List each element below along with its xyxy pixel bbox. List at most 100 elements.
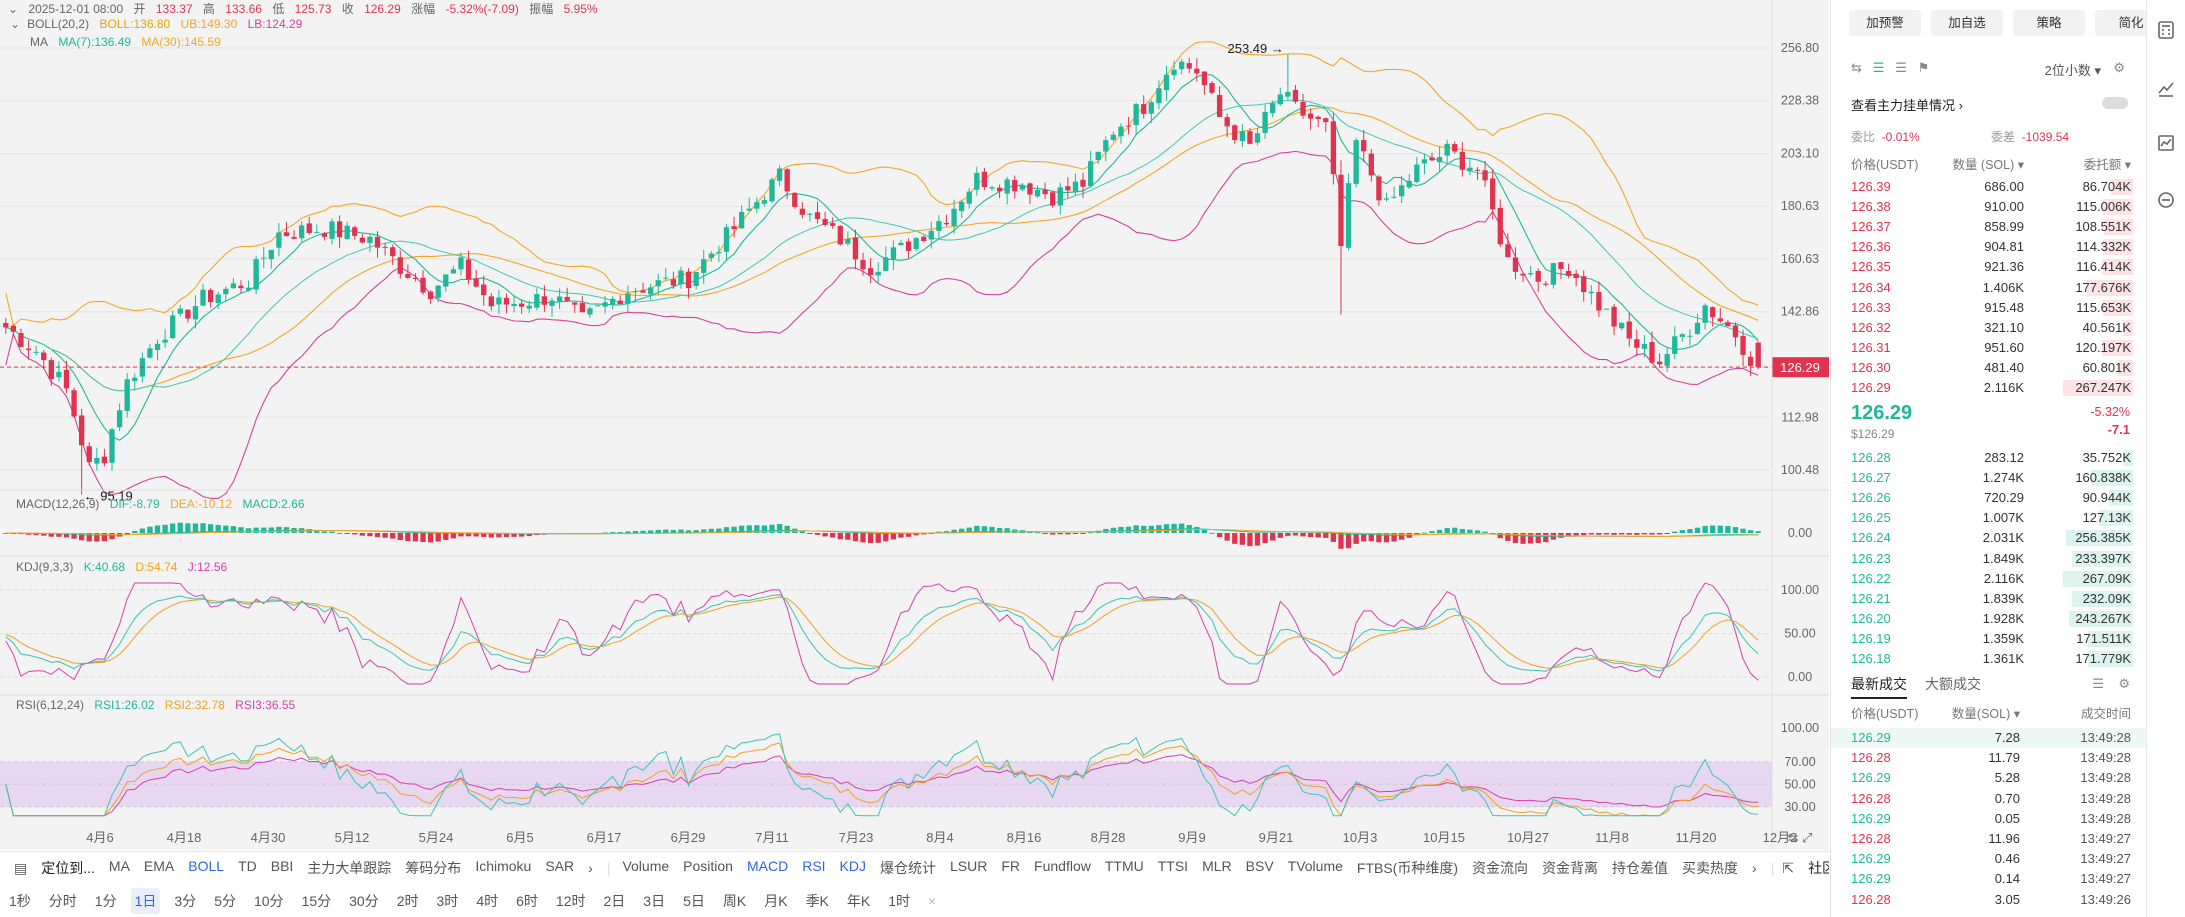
indicator-4[interactable]: BBI (270, 858, 294, 874)
zoom-icon[interactable]: ⇆ ⤢ (1788, 830, 1813, 845)
trade-tab-0[interactable]: 最新成交 (1851, 674, 1907, 699)
bids-row[interactable]: 126.26 720.29 90.944K (1831, 488, 2146, 508)
sub-indicator-13[interactable]: TVolume (1287, 858, 1343, 874)
bids-row[interactable]: 126.18 1.361K 171.779K (1831, 649, 2146, 669)
bids-row[interactable]: 126.22 2.116K 267.09K (1831, 569, 2146, 589)
goto-date-button[interactable]: 定位到... (41, 860, 95, 876)
asks-row[interactable]: 126.35 921.36 116.414K (1831, 257, 2146, 277)
settings-icon[interactable]: ⚙ (2113, 60, 2125, 75)
bids-row[interactable]: 126.23 1.849K 233.397K (1831, 549, 2146, 569)
sub-indicator-5[interactable]: 爆仓统计 (880, 860, 936, 876)
sub-indicator-16[interactable]: 资金背离 (1542, 860, 1599, 876)
calculator-icon[interactable] (2156, 20, 2176, 40)
indicator-1[interactable]: EMA (143, 858, 175, 874)
community-indicators-button[interactable]: 社区指标 (1808, 860, 1829, 876)
interval-16[interactable]: 5日 (683, 892, 705, 909)
collapse-icon[interactable]: ⌄ (8, 2, 19, 16)
decimals-select[interactable]: 2位小数 ▾ (2044, 63, 2101, 78)
interval-0[interactable]: 1秒 (9, 892, 31, 909)
calendar-icon[interactable]: ▤ (14, 859, 28, 876)
chevron-right-icon[interactable]: › (1752, 860, 1757, 876)
interval-17[interactable]: 周K (722, 892, 747, 909)
boll-legend[interactable]: ⌄ BOLL(20,2) BOLL:136.80 UB:149.30 LB:124… (10, 17, 303, 31)
sub-indicator-0[interactable]: Volume (622, 858, 670, 874)
sub-indicator-10[interactable]: TTSI (1157, 858, 1189, 874)
indicator-5[interactable]: 主力大单跟踪 (307, 860, 392, 876)
indicator-7[interactable]: Ichimoku (475, 858, 532, 874)
interval-3[interactable]: 1日 (130, 887, 161, 914)
flag-icon[interactable]: ⚑ (1917, 60, 1930, 75)
asks-row[interactable]: 126.31 951.60 120.197K (1831, 338, 2146, 358)
indicator-3[interactable]: TD (238, 858, 257, 874)
interval-4[interactable]: 3分 (174, 892, 197, 909)
sub-indicator-4[interactable]: KDJ (839, 858, 866, 874)
interval-8[interactable]: 30分 (349, 892, 379, 909)
asks-row[interactable]: 126.38 910.00 115.006K (1831, 197, 2146, 217)
layout-asks-icon[interactable]: ☰ (1895, 60, 1907, 75)
interval-18[interactable]: 月K (764, 892, 788, 909)
asks-row[interactable]: 126.30 481.40 60.801K (1831, 358, 2146, 378)
bids-row[interactable]: 126.24 2.031K 256.385K (1831, 528, 2146, 548)
asks-row[interactable]: 126.37 858.99 108.551K (1831, 217, 2146, 237)
interval-21[interactable]: 1时 (888, 892, 911, 909)
sub-indicator-1[interactable]: Position (683, 858, 733, 874)
sub-indicator-7[interactable]: FR (1001, 858, 1021, 874)
sub-indicator-8[interactable]: Fundflow (1034, 858, 1091, 874)
sub-indicator-2[interactable]: MACD (746, 858, 789, 874)
asks-row[interactable]: 126.39 686.00 86.704K (1831, 177, 2146, 197)
ma-legend[interactable]: MA MA(7):136.49 MA(30):145.59 (30, 35, 228, 49)
sub-indicator-17[interactable]: 持仓差值 (1612, 860, 1669, 876)
indicator-6[interactable]: 筹码分布 (405, 860, 462, 876)
indicator-0[interactable]: MA (108, 858, 130, 874)
asks-row[interactable]: 126.33 915.48 115.653K (1831, 298, 2146, 318)
interval-9[interactable]: 2时 (396, 892, 419, 909)
interval-19[interactable]: 季K (805, 892, 829, 909)
sub-indicator-14[interactable]: FTBS(币种维度) (1356, 860, 1459, 876)
trade-tab-1[interactable]: 大额成交 (1925, 676, 1981, 692)
indicator-icon[interactable] (2156, 133, 2176, 153)
layout-both-icon[interactable]: ⇆ (1851, 60, 1862, 75)
sub-indicator-12[interactable]: BSV (1245, 858, 1274, 874)
bids-row[interactable]: 126.28 283.12 35.752K (1831, 448, 2146, 468)
list-icon[interactable]: ☰ (2092, 676, 2104, 691)
rsi-legend[interactable]: RSI(6,12,24) RSI1:26.02 RSI2:32.78 RSI3:… (16, 698, 302, 712)
sub-indicator-3[interactable]: RSI (802, 858, 826, 874)
interval-7[interactable]: 15分 (301, 892, 332, 909)
interval-6[interactable]: 10分 (253, 892, 284, 909)
sub-indicator-11[interactable]: MLR (1202, 858, 1232, 874)
top-button-3[interactable]: 简化 (2095, 10, 2146, 36)
asks-row[interactable]: 126.32 321.10 40.561K (1831, 318, 2146, 338)
interval-15[interactable]: 3日 (643, 892, 666, 909)
interval-14[interactable]: 2日 (603, 892, 626, 909)
interval-13[interactable]: 12时 (555, 892, 586, 909)
depth-link[interactable]: 查看主力挂单情况 › (1851, 98, 1963, 113)
depth-toggle[interactable] (2102, 97, 2128, 109)
bids-row[interactable]: 126.25 1.007K 127.13K (1831, 508, 2146, 528)
bids-row[interactable]: 126.27 1.274K 160.838K (1831, 468, 2146, 488)
interval-2[interactable]: 1分 (94, 892, 117, 909)
interval-5[interactable]: 5分 (214, 892, 236, 909)
interval-10[interactable]: 3时 (436, 892, 459, 909)
price-chart[interactable]: 126.29 256.80 228.38 203.10 180.63 160.63 142.… (0, 0, 1829, 850)
sub-indicator-18[interactable]: 买卖热度 (1682, 860, 1739, 876)
settings-icon[interactable]: ⚙ (2118, 676, 2130, 691)
chart-trend-icon[interactable] (2156, 78, 2176, 98)
interval-11[interactable]: 4时 (476, 892, 499, 909)
bids-row[interactable]: 126.19 1.359K 171.511K (1831, 629, 2146, 649)
interval-1[interactable]: 分时 (48, 892, 77, 909)
bids-row[interactable]: 126.20 1.928K 243.267K (1831, 609, 2146, 629)
asks-row[interactable]: 126.29 2.116K 267.247K (1831, 378, 2146, 398)
asks-row[interactable]: 126.34 1.406K 177.676K (1831, 278, 2146, 298)
layout-bids-icon[interactable]: ☰ (1872, 60, 1885, 75)
macd-legend[interactable]: MACD(12,26,9) DIF:-8.79 DEA:-10.12 MACD:… (16, 497, 312, 511)
asks-row[interactable]: 126.36 904.81 114.332K (1831, 237, 2146, 257)
indicator-2[interactable]: BOLL (188, 858, 225, 874)
interval-12[interactable]: 6时 (516, 892, 538, 909)
close-icon[interactable]: × (928, 892, 937, 909)
chart-area[interactable]: 126.29 256.80 228.38 203.10 180.63 160.63 142.… (0, 0, 1829, 850)
top-button-0[interactable]: 加预警 (1849, 10, 1921, 36)
bids-row[interactable]: 126.21 1.839K 232.09K (1831, 589, 2146, 609)
sub-indicator-6[interactable]: LSUR (950, 858, 988, 874)
sub-indicator-15[interactable]: 资金流向 (1472, 860, 1529, 876)
kdj-legend[interactable]: KDJ(9,3,3) K:40.68 D:54.74 J:12.56 (16, 560, 234, 574)
